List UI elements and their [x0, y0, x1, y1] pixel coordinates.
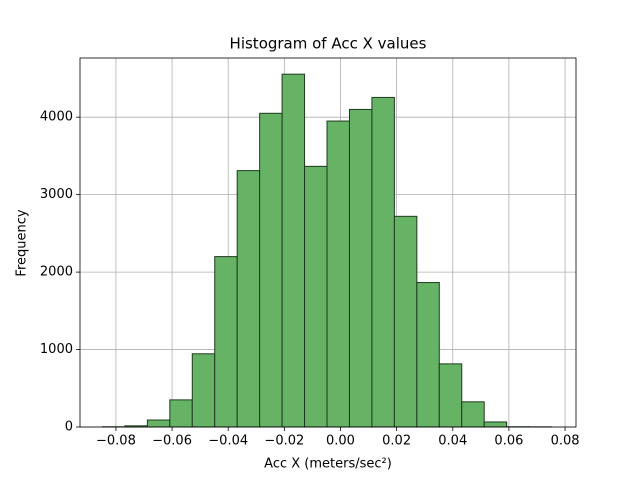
x-tick-label: 0.06: [494, 434, 523, 449]
y-tick-label: 2000: [40, 265, 73, 280]
x-tick-label: 0.04: [438, 434, 467, 449]
x-tick-label: −0.06: [152, 434, 192, 449]
bar: [326, 120, 350, 428]
chart-title: Histogram of Acc X values: [230, 35, 427, 53]
x-tick-label: 0.02: [382, 434, 411, 449]
bar: [169, 399, 193, 428]
plot-frame: [79, 57, 577, 428]
x-tick-label: 0.08: [551, 434, 580, 449]
bar: [146, 419, 171, 428]
bar: [371, 96, 395, 428]
bar: [348, 108, 373, 428]
bar: [214, 256, 238, 428]
x-tick-label: −0.08: [96, 434, 136, 449]
bar: [461, 401, 485, 428]
x-axis-label: Acc X (meters/sec²): [264, 457, 392, 472]
bar: [438, 363, 463, 428]
y-tick-label: 3000: [40, 187, 73, 202]
bar: [416, 282, 440, 428]
y-axis-label: Frequency: [15, 209, 30, 276]
bar: [236, 170, 261, 428]
bar: [259, 112, 283, 428]
y-tick-label: 0: [65, 420, 73, 435]
bar: [191, 353, 216, 428]
bar: [304, 165, 328, 428]
bar: [483, 421, 508, 428]
y-tick-label: 4000: [40, 110, 73, 125]
y-tick-label: 1000: [40, 342, 73, 357]
bar: [281, 73, 306, 428]
x-tick-label: −0.04: [208, 434, 248, 449]
x-tick-label: 0.00: [326, 434, 355, 449]
bar: [393, 215, 418, 428]
x-tick-label: −0.02: [264, 434, 304, 449]
